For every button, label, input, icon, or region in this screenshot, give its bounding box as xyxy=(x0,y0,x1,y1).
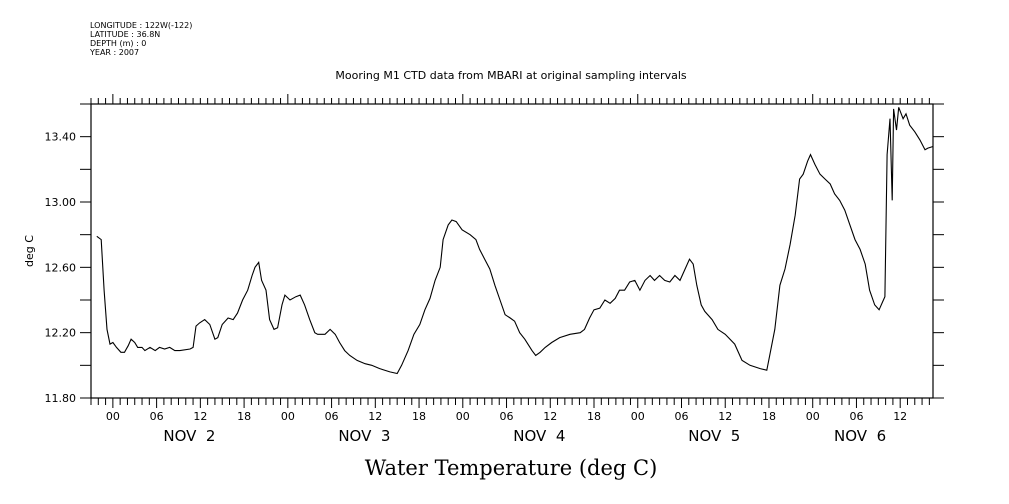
x-tick-label: 00 xyxy=(456,410,470,423)
x-day-label: NOV 6 xyxy=(834,427,886,445)
x-tick-label: 00 xyxy=(281,410,295,423)
x-tick-label: 06 xyxy=(500,410,514,423)
x-tick-label: 18 xyxy=(762,410,776,423)
y-tick-label: 13.40 xyxy=(45,131,77,144)
y-tick-label: 13.00 xyxy=(45,196,77,209)
x-day-label: NOV 3 xyxy=(338,427,390,445)
x-tick-label: 00 xyxy=(806,410,820,423)
depth-label: DEPTH (m) : 0 xyxy=(90,39,147,48)
x-tick-label: 18 xyxy=(587,410,601,423)
x-axis-title: Water Temperature (deg C) xyxy=(365,456,658,480)
y-tick-label: 11.80 xyxy=(45,392,77,405)
x-tick-label: 12 xyxy=(893,410,907,423)
metadata-block: LONGITUDE : 122W(-122) LATITUDE : 36.8N … xyxy=(90,21,192,57)
y-tick-label: 12.60 xyxy=(45,261,77,274)
x-tick-label: 00 xyxy=(631,410,645,423)
longitude-label: LONGITUDE : 122W(-122) xyxy=(90,21,193,30)
x-day-label: NOV 4 xyxy=(513,427,565,445)
chart-title: Mooring M1 CTD data from MBARI at origin… xyxy=(335,69,686,82)
y-axis-label: deg C xyxy=(23,235,36,267)
year-label: YEAR : 2007 xyxy=(90,48,140,57)
x-tick-label: 18 xyxy=(412,410,426,423)
x-day-label: NOV 5 xyxy=(688,427,740,445)
x-day-label: NOV 2 xyxy=(163,427,215,445)
x-tick-label: 06 xyxy=(325,410,339,423)
x-tick-label: 12 xyxy=(368,410,382,423)
x-tick-label: 06 xyxy=(849,410,863,423)
x-tick-label: 18 xyxy=(237,410,251,423)
plot-frame xyxy=(90,103,934,399)
x-tick-label: 12 xyxy=(543,410,557,423)
x-tick-label: 06 xyxy=(150,410,164,423)
temperature-series-line xyxy=(96,107,934,375)
x-tick-label: 12 xyxy=(718,410,732,423)
x-tick-label: 12 xyxy=(193,410,207,423)
latitude-label: LATITUDE : 36.8N xyxy=(90,30,161,39)
y-tick-label: 12.20 xyxy=(45,327,77,340)
x-tick-label: 00 xyxy=(106,410,120,423)
x-tick-label: 06 xyxy=(674,410,688,423)
